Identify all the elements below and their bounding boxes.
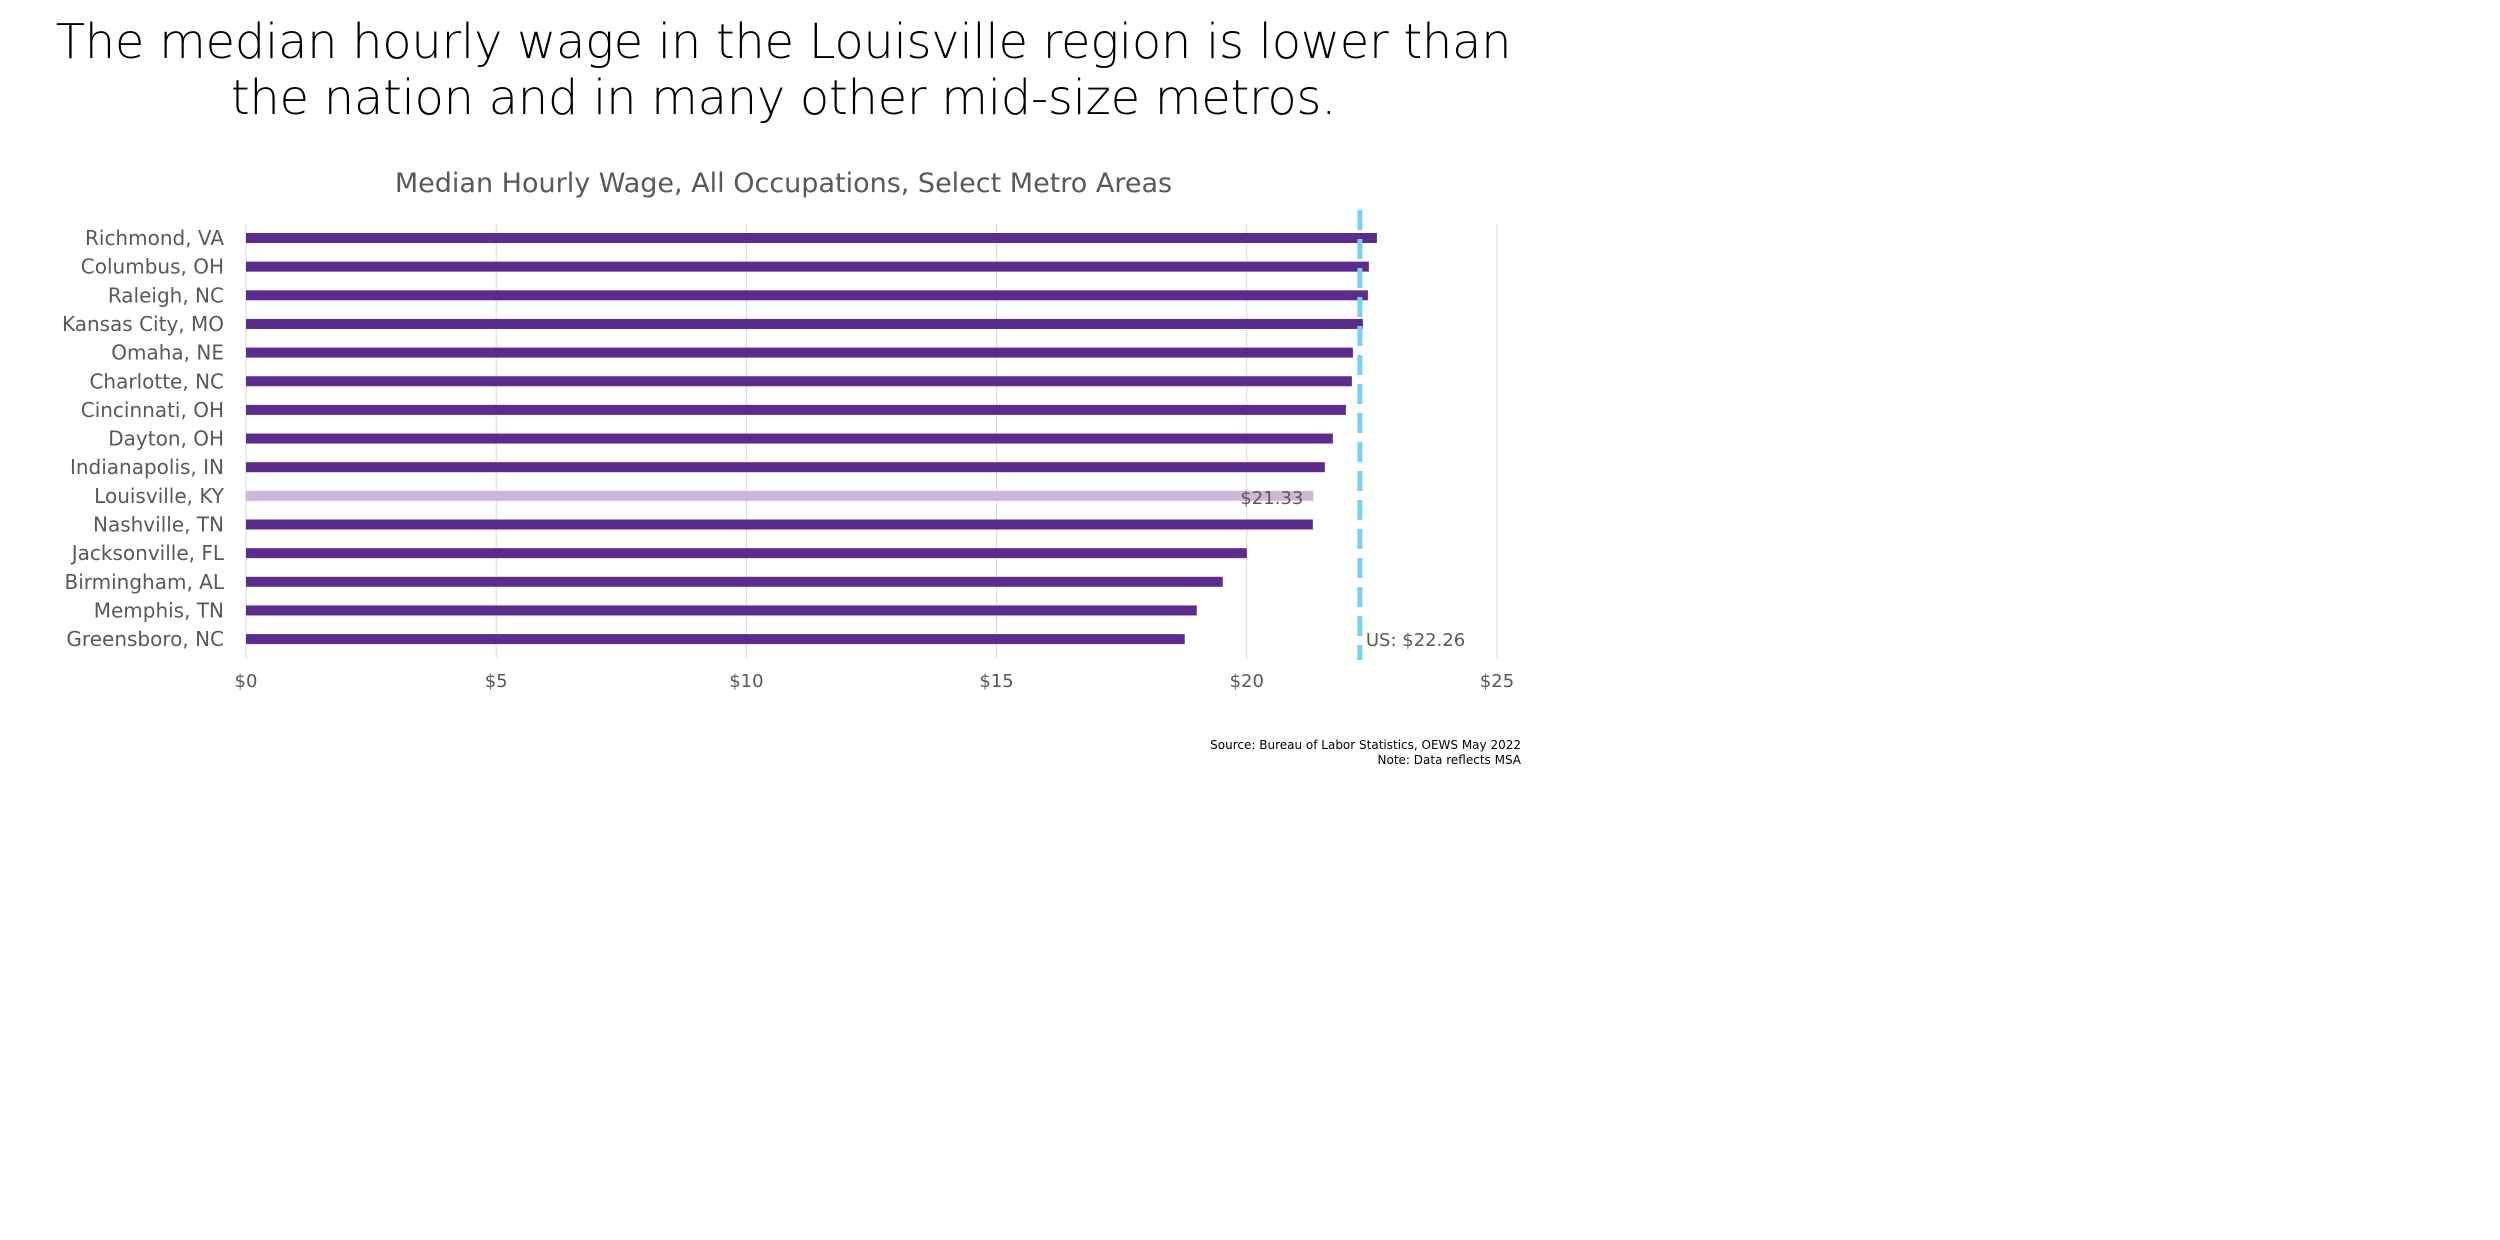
bar xyxy=(246,318,1363,329)
bar xyxy=(246,634,1185,645)
source-note: Source: Bureau of Labor Statistics, OEWS… xyxy=(1210,738,1521,768)
headline-line-1: The median hourly wage in the Louisville… xyxy=(55,14,1512,70)
x-tick-label: $5 xyxy=(485,671,508,692)
category-labels: Richmond, VA Columbus, OH Raleigh, NC Kansa… xyxy=(62,226,225,651)
bar-highlight xyxy=(246,490,1314,501)
headline-line-2: the nation and in many other mid-size me… xyxy=(230,70,1337,126)
category-label: Birmingham, AL xyxy=(64,570,224,594)
bar xyxy=(246,261,1369,272)
category-label: Richmond, VA xyxy=(85,226,224,250)
bar xyxy=(246,347,1353,358)
bars xyxy=(246,233,1377,645)
source-line: Source: Bureau of Labor Statistics, OEWS… xyxy=(1210,738,1521,752)
bar xyxy=(246,462,1325,473)
bar xyxy=(246,576,1223,587)
us-reference-label: US: $22.26 xyxy=(1366,630,1465,651)
category-label: Kansas City, MO xyxy=(62,312,224,336)
category-label: Dayton, OH xyxy=(108,427,224,451)
category-label: Omaha, NE xyxy=(111,341,224,365)
highlight-data-label: $21.33 xyxy=(1240,488,1303,509)
annotations: $21.33 US: $22.26 xyxy=(1240,488,1465,651)
category-label: Raleigh, NC xyxy=(108,283,224,307)
bar xyxy=(246,605,1197,616)
category-label: Louisville, KY xyxy=(94,484,225,508)
category-label: Charlotte, NC xyxy=(89,369,224,393)
x-tick-label: $0 xyxy=(235,671,258,692)
x-tick-label: $20 xyxy=(1230,671,1264,692)
bar xyxy=(246,433,1333,444)
headline: The median hourly wage in the Louisville… xyxy=(0,14,1567,126)
category-label: Memphis, TN xyxy=(94,598,224,622)
x-tick-label: $10 xyxy=(729,671,763,692)
category-label: Jacksonville, FL xyxy=(70,541,225,565)
x-axis-ticks: $0 $5 $10 $15 $20 $25 xyxy=(235,671,1515,692)
bar xyxy=(246,404,1346,415)
chart-title: Median Hourly Wage, All Occupations, Sel… xyxy=(394,168,1173,199)
category-label: Indianapolis, IN xyxy=(70,455,224,479)
bar xyxy=(246,548,1247,559)
bar xyxy=(246,376,1352,387)
x-tick-label: $25 xyxy=(1480,671,1514,692)
bar xyxy=(246,233,1377,243)
category-label: Nashville, TN xyxy=(93,513,224,537)
bar xyxy=(246,290,1368,301)
category-label: Columbus, OH xyxy=(81,255,224,279)
bar-chart: Richmond, VA Columbus, OH Raleigh, NC Kansa… xyxy=(62,210,1515,692)
note-line: Note: Data reflects MSA xyxy=(1377,753,1522,767)
category-label: Greensboro, NC xyxy=(66,627,224,651)
category-label: Cincinnati, OH xyxy=(81,398,224,422)
bar xyxy=(246,519,1313,530)
x-tick-label: $15 xyxy=(979,671,1013,692)
